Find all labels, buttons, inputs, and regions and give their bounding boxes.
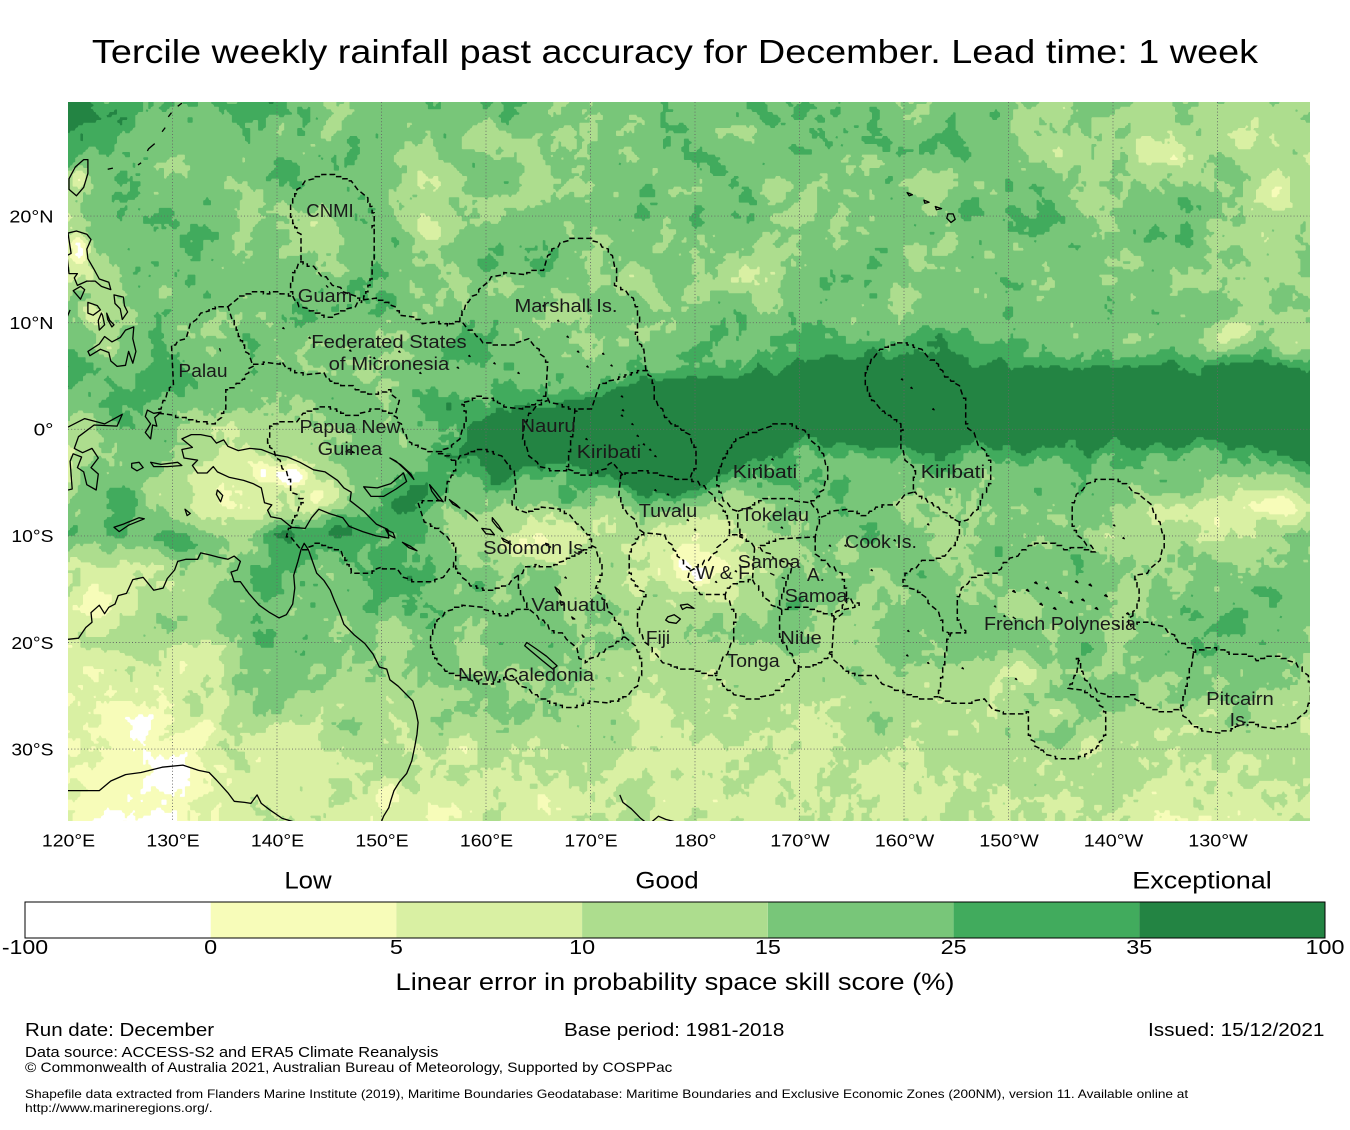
svg-text:Fiji: Fiji	[646, 628, 670, 648]
svg-text:130°W: 130°W	[1188, 830, 1248, 850]
svg-text:10°N: 10°N	[9, 313, 53, 333]
svg-text:160°W: 160°W	[875, 830, 935, 850]
svg-text:Samoa: Samoa	[738, 552, 802, 572]
svg-text:Shapefile data extracted from: Shapefile data extracted from Flanders M…	[25, 1087, 1189, 1101]
svg-text:Kiribati: Kiribati	[921, 462, 985, 482]
svg-text:Samoa: Samoa	[785, 586, 849, 606]
svg-text:Vanuatu: Vanuatu	[531, 595, 606, 615]
svg-text:Issued: 15/12/2021: Issued: 15/12/2021	[1148, 1019, 1324, 1040]
svg-text:Low: Low	[284, 868, 332, 895]
svg-text:20°N: 20°N	[9, 206, 53, 226]
svg-text:CNMI: CNMI	[306, 201, 353, 221]
svg-text:30°S: 30°S	[11, 739, 53, 759]
svg-text:A.: A.	[807, 565, 825, 585]
svg-text:170°W: 170°W	[770, 830, 830, 850]
svg-text:http://www.marineregions.org/.: http://www.marineregions.org/.	[25, 1101, 213, 1115]
svg-text:W & F: W & F	[696, 563, 750, 583]
svg-text:100: 100	[1306, 937, 1345, 959]
svg-text:180°: 180°	[674, 830, 716, 850]
svg-text:Tercile weekly rainfall past a: Tercile weekly rainfall past accuracy fo…	[92, 34, 1258, 71]
svg-text:Federated States: Federated States	[311, 332, 466, 352]
svg-text:150°E: 150°E	[355, 830, 408, 850]
svg-text:35: 35	[1126, 937, 1152, 959]
svg-text:Is.: Is.	[1230, 710, 1251, 730]
svg-text:Solomon Is.: Solomon Is.	[483, 538, 589, 558]
svg-text:Nauru: Nauru	[520, 416, 575, 436]
svg-text:Guinea: Guinea	[318, 439, 384, 459]
svg-text:Tuvalu: Tuvalu	[639, 501, 697, 521]
svg-text:Base period: 1981-2018: Base period: 1981-2018	[564, 1019, 784, 1040]
svg-text:10°S: 10°S	[11, 526, 53, 546]
svg-text:160°E: 160°E	[460, 830, 513, 850]
svg-text:Marshall Is.: Marshall Is.	[515, 296, 618, 316]
svg-text:170°E: 170°E	[564, 830, 617, 850]
svg-text:Run date: December: Run date: December	[25, 1019, 214, 1040]
svg-text:Pitcairn: Pitcairn	[1206, 689, 1274, 709]
svg-text:French Polynesia: French Polynesia	[984, 614, 1137, 634]
svg-text:Linear error in probability sp: Linear error in probability space skill …	[396, 969, 955, 996]
svg-text:15: 15	[755, 937, 781, 959]
svg-text:150°W: 150°W	[979, 830, 1039, 850]
svg-text:of Micronesia: of Micronesia	[329, 354, 451, 374]
svg-text:120°E: 120°E	[42, 830, 95, 850]
svg-text:5: 5	[390, 937, 403, 959]
svg-text:Tokelau: Tokelau	[741, 505, 809, 525]
svg-text:-100: -100	[2, 937, 48, 959]
svg-text:Good: Good	[635, 868, 698, 895]
svg-text:Palau: Palau	[178, 361, 227, 381]
svg-text:0: 0	[204, 937, 217, 959]
svg-text:New Caledonia: New Caledonia	[458, 665, 595, 685]
svg-text:Papua New: Papua New	[300, 417, 402, 437]
svg-text:Guam: Guam	[298, 286, 353, 306]
svg-text:Cook Is.: Cook Is.	[845, 532, 917, 552]
svg-text:140°W: 140°W	[1084, 830, 1144, 850]
svg-text:Kiribati: Kiribati	[577, 442, 641, 462]
svg-text:© Commonwealth of Australia 20: © Commonwealth of Australia 2021, Austra…	[25, 1060, 673, 1075]
svg-text:Niue: Niue	[780, 628, 821, 648]
svg-text:130°E: 130°E	[146, 830, 199, 850]
svg-text:Kiribati: Kiribati	[733, 462, 797, 482]
svg-text:140°E: 140°E	[251, 830, 304, 850]
svg-text:Data source: ACCESS-S2 and ERA: Data source: ACCESS-S2 and ERA5 Climate …	[25, 1044, 439, 1061]
svg-text:Exceptional: Exceptional	[1132, 868, 1272, 895]
svg-text:20°S: 20°S	[11, 633, 53, 653]
svg-text:10: 10	[569, 937, 595, 959]
svg-text:25: 25	[941, 937, 967, 959]
svg-text:Tonga: Tonga	[726, 651, 780, 671]
svg-text:0°: 0°	[34, 420, 54, 440]
